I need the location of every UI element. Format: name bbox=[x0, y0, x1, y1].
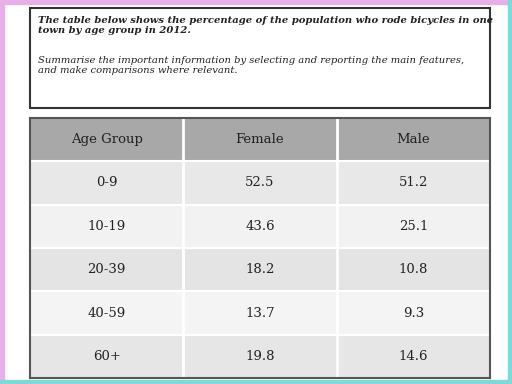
Text: 19.8: 19.8 bbox=[245, 350, 275, 363]
Text: 60+: 60+ bbox=[93, 350, 121, 363]
Bar bbox=[30, 335, 490, 378]
Text: Female: Female bbox=[236, 133, 284, 146]
Text: 25.1: 25.1 bbox=[399, 220, 428, 233]
Text: Male: Male bbox=[396, 133, 430, 146]
Bar bbox=[30, 291, 490, 335]
Bar bbox=[30, 248, 490, 291]
Text: 10-19: 10-19 bbox=[88, 220, 126, 233]
Bar bbox=[0, 0, 4, 384]
Text: 51.2: 51.2 bbox=[399, 177, 428, 189]
Text: 40-59: 40-59 bbox=[88, 306, 126, 319]
Text: 20-39: 20-39 bbox=[88, 263, 126, 276]
Bar bbox=[30, 205, 490, 248]
Text: 10.8: 10.8 bbox=[399, 263, 428, 276]
Bar bbox=[30, 161, 490, 205]
Bar bbox=[0, 380, 512, 384]
Text: 18.2: 18.2 bbox=[245, 263, 274, 276]
Text: 13.7: 13.7 bbox=[245, 306, 275, 319]
Bar bbox=[30, 118, 490, 378]
Text: 0-9: 0-9 bbox=[96, 177, 117, 189]
Bar bbox=[0, 0, 512, 4]
Text: 52.5: 52.5 bbox=[245, 177, 274, 189]
Text: The table below shows the percentage of the population who rode bicycles in one
: The table below shows the percentage of … bbox=[38, 16, 493, 35]
Text: 9.3: 9.3 bbox=[403, 306, 424, 319]
Bar bbox=[508, 0, 512, 384]
Bar bbox=[30, 8, 490, 108]
Bar bbox=[30, 118, 490, 161]
Text: Age Group: Age Group bbox=[71, 133, 143, 146]
Text: 14.6: 14.6 bbox=[398, 350, 428, 363]
Text: Summarise the important information by selecting and reporting the main features: Summarise the important information by s… bbox=[38, 56, 464, 75]
Text: 43.6: 43.6 bbox=[245, 220, 275, 233]
